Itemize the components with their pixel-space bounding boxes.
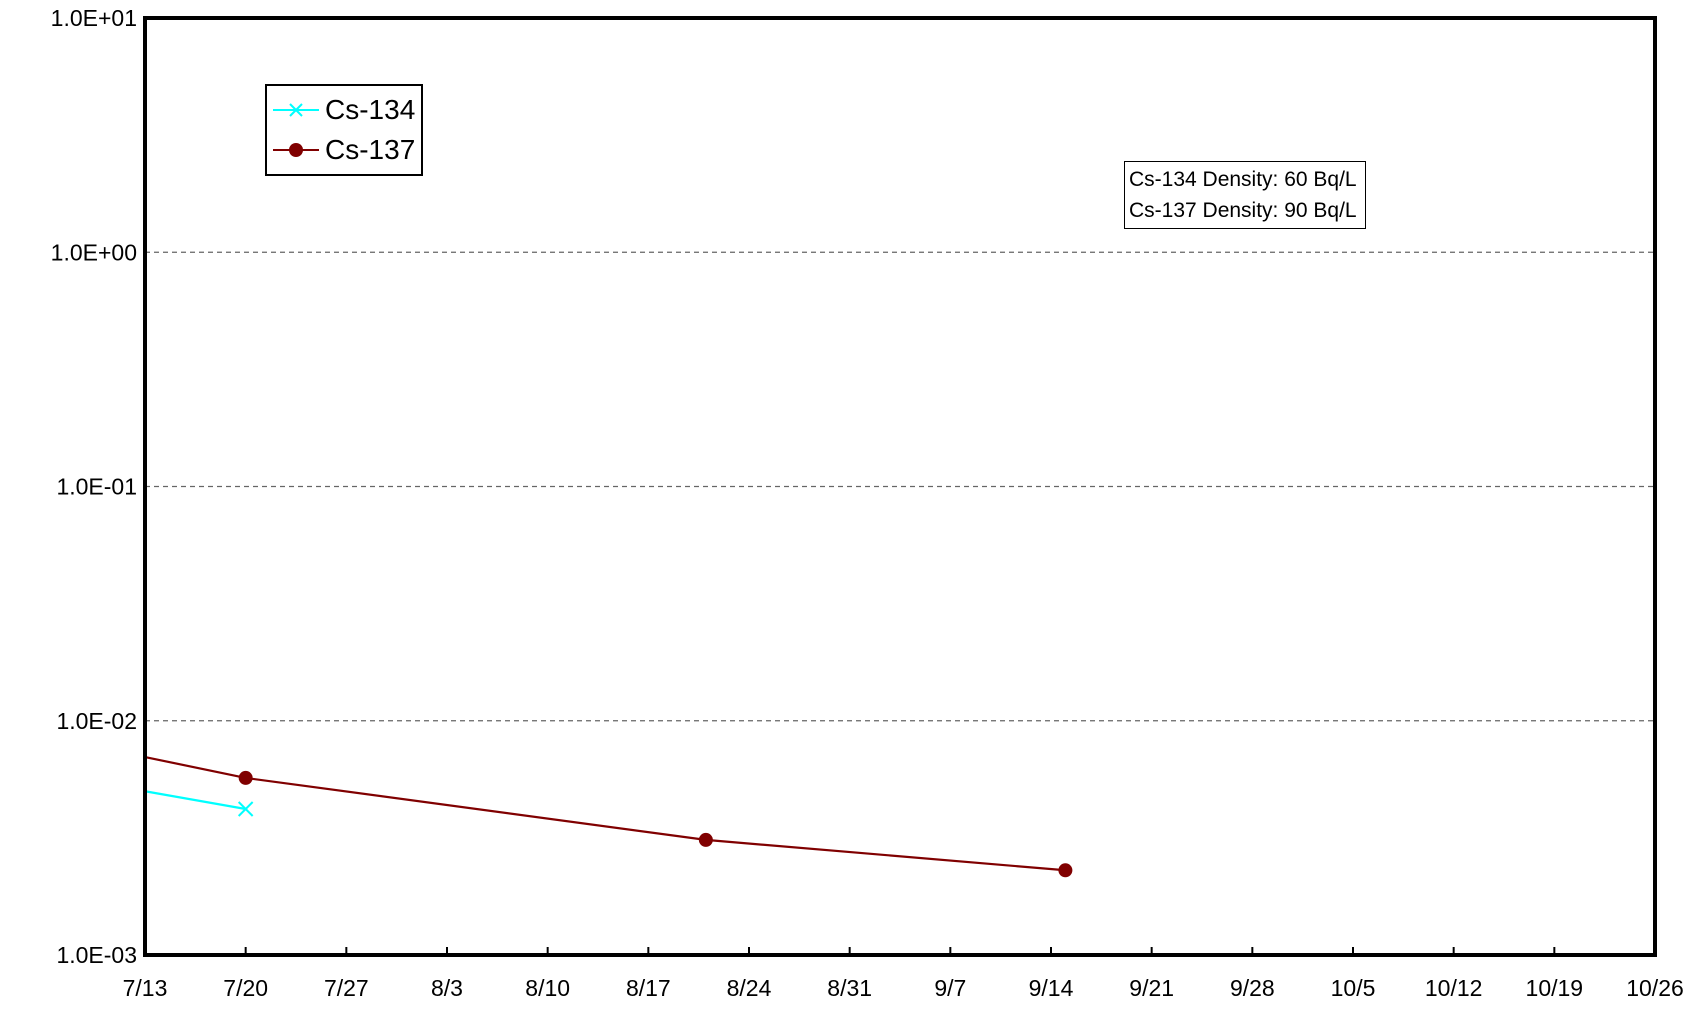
legend-label-cs137: Cs-137: [325, 134, 416, 165]
y-tick-label: 1.0E-03: [56, 942, 137, 968]
y-tick-label: 1.0E-02: [56, 708, 137, 734]
x-tick-label: 10/19: [1526, 975, 1584, 1001]
x-tick-label: 10/12: [1425, 975, 1483, 1001]
annotation-line-cs134: Cs-134 Density: 60 Bq/L: [1129, 168, 1357, 191]
series-line-cs137: [144, 755, 1066, 872]
legend-circle-marker-icon: [273, 143, 319, 157]
data-point-cs137: [1058, 863, 1073, 878]
x-tick-label: 7/20: [223, 975, 268, 1001]
x-tick-label: 8/31: [827, 975, 872, 1001]
x-tick-label: 8/24: [727, 975, 772, 1001]
legend-entry-cs134: Cs-134: [271, 90, 415, 130]
legend-label-cs134: Cs-134: [325, 94, 416, 125]
y-tick-label: 1.0E+00: [51, 239, 137, 265]
legend: Cs-134 Cs-137: [265, 84, 424, 176]
plot-area-frame: [143, 16, 1657, 957]
x-tick-label: 9/21: [1129, 975, 1174, 1001]
data-point-cs137: [698, 832, 713, 847]
x-tick-label: 9/7: [934, 975, 966, 1001]
x-axis-ticks: 7/13 7/20 7/27 8/3 8/10 8/17 8/24 8/31 9/7 9/14 9/…: [123, 947, 1684, 1001]
grid-lines: [145, 251, 1655, 722]
data-point-cs134: [237, 801, 254, 817]
legend-x-marker-icon: [273, 103, 319, 117]
y-tick-label: 1.0E+01: [51, 5, 137, 31]
series-layer: [144, 755, 1073, 878]
x-tick-label: 10/5: [1331, 975, 1376, 1001]
x-tick-label: 8/3: [431, 975, 463, 1001]
x-tick-label: 8/10: [525, 975, 570, 1001]
legend-entry-cs137: Cs-137: [271, 130, 415, 170]
y-tick-label: 1.0E-01: [56, 474, 137, 500]
x-tick-label: 7/13: [123, 975, 168, 1001]
x-tick-label: 9/14: [1029, 975, 1074, 1001]
annotation-line-cs137: Cs-137 Density: 90 Bq/L: [1129, 199, 1357, 222]
density-annotation: Cs-134 Density: 60 Bq/L Cs-137 Density: …: [1124, 161, 1366, 229]
x-tick-label: 9/28: [1230, 975, 1275, 1001]
y-axis-ticks: 1.0E-03 1.0E-02 1.0E-01 1.0E+00 1.0E+01: [51, 5, 137, 968]
data-point-cs137: [238, 770, 253, 785]
x-tick-label: 7/27: [324, 975, 369, 1001]
series-line-cs134: [144, 790, 246, 811]
x-tick-label: 8/17: [626, 975, 671, 1001]
x-tick-label: 10/26: [1626, 975, 1684, 1001]
